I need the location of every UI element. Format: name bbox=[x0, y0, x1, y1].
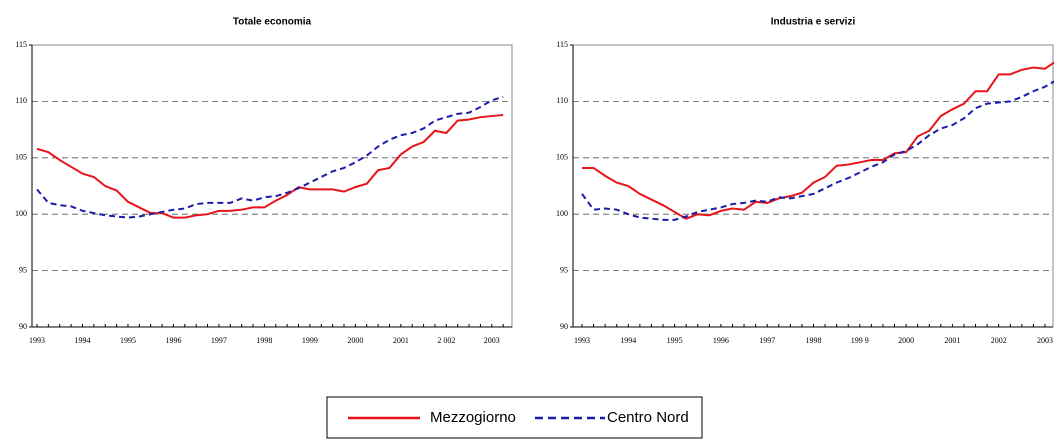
x-tick-label: 2 002 bbox=[437, 336, 455, 345]
x-tick-label: 1999 bbox=[302, 336, 318, 345]
y-tick-label: 105 bbox=[15, 153, 27, 162]
legend-label: Mezzogiorno bbox=[430, 409, 516, 426]
chart-title: Industria e servizi bbox=[771, 17, 856, 28]
y-tick-label: 105 bbox=[556, 153, 568, 162]
x-tick-label: 2000 bbox=[347, 336, 363, 345]
series-line bbox=[581, 80, 1054, 221]
y-tick-label: 110 bbox=[556, 96, 568, 105]
y-tick-label: 90 bbox=[19, 322, 27, 331]
y-tick-label: 110 bbox=[15, 96, 27, 105]
x-tick-label: 1993 bbox=[29, 336, 45, 345]
series-line bbox=[36, 95, 504, 219]
x-tick-label: 2000 bbox=[898, 336, 914, 345]
x-tick-label: 1993 bbox=[574, 336, 590, 345]
series-line bbox=[36, 113, 504, 219]
x-tick-label: 2001 bbox=[393, 336, 409, 345]
x-tick-label: 1997 bbox=[211, 336, 227, 345]
y-tick-label: 90 bbox=[560, 322, 568, 331]
x-tick-label: 2002 bbox=[991, 336, 1007, 345]
x-tick-label: 1994 bbox=[620, 336, 636, 345]
legend-label: Centro Nord bbox=[607, 409, 689, 426]
y-tick-label: 100 bbox=[556, 209, 568, 218]
x-tick-label: 2001 bbox=[944, 336, 960, 345]
x-tick-label: 2003 bbox=[1037, 336, 1053, 345]
x-tick-label: 1995 bbox=[120, 336, 136, 345]
x-tick-label: 199 9 bbox=[851, 336, 869, 345]
x-tick-label: 1998 bbox=[256, 336, 272, 345]
x-tick-label: 1996 bbox=[165, 336, 181, 345]
y-tick-label: 100 bbox=[15, 209, 27, 218]
y-tick-label: 95 bbox=[560, 265, 568, 274]
x-tick-label: 1997 bbox=[759, 336, 775, 345]
plot-frame bbox=[572, 44, 1054, 328]
y-tick-label: 115 bbox=[556, 40, 568, 49]
x-tick-label: 1996 bbox=[713, 336, 729, 345]
y-tick-label: 115 bbox=[15, 40, 27, 49]
y-tick-label: 95 bbox=[19, 265, 27, 274]
x-tick-label: 2003 bbox=[484, 336, 500, 345]
x-tick-label: 1995 bbox=[667, 336, 683, 345]
chart-title: Totale economia bbox=[233, 17, 312, 28]
series-line bbox=[582, 61, 1054, 220]
x-tick-label: 1994 bbox=[74, 336, 90, 345]
x-tick-label: 1998 bbox=[806, 336, 822, 345]
